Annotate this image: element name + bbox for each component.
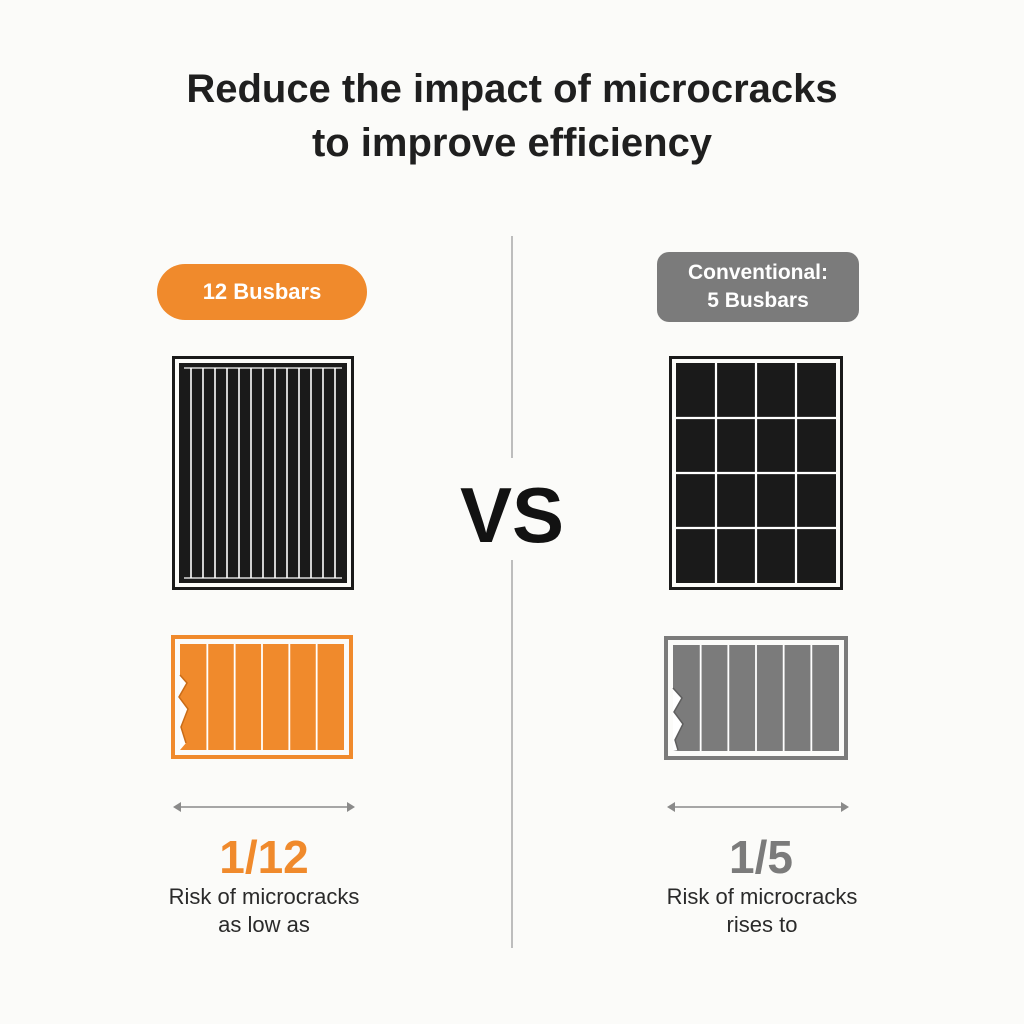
risk-caption-right-line1: Risk of microcracks xyxy=(666,884,858,909)
title-line-2: to improve efficiency xyxy=(311,121,713,165)
risk-caption-left-line1: Risk of microcracks xyxy=(168,884,360,909)
cracked-cell-12-busbars xyxy=(171,635,353,759)
solar-panel-12-busbars xyxy=(172,356,354,590)
panel-frame xyxy=(172,356,354,590)
cell-frame xyxy=(171,635,353,759)
title-line-1: Reduce the impact of microcracks xyxy=(186,67,838,111)
cell-divider-lines xyxy=(206,644,318,750)
cell-divider-lines xyxy=(699,645,813,751)
width-arrow-left xyxy=(173,802,355,812)
risk-caption-right: Risk of microcracks rises to xyxy=(612,883,912,939)
microcrack-icon xyxy=(179,675,188,750)
center-divider-top xyxy=(511,236,513,458)
badge-conventional-line1: Conventional: xyxy=(688,261,828,284)
cell-frame xyxy=(664,636,848,760)
busbar-lines xyxy=(184,367,342,579)
cracked-cell-5-busbars xyxy=(664,636,848,760)
center-divider-bottom xyxy=(511,560,513,948)
badge-conventional-5-busbars: Conventional: 5 Busbars xyxy=(657,252,859,322)
width-arrow-right xyxy=(667,802,849,812)
badge-12-busbars: 12 Busbars xyxy=(157,264,367,320)
risk-ratio-right: 1/5 xyxy=(729,831,793,883)
microcrack-outline xyxy=(672,687,684,751)
risk-caption-right-line2: rises to xyxy=(726,912,798,937)
risk-ratio-left: 1/12 xyxy=(219,831,309,883)
cell-grid-lines xyxy=(676,363,836,583)
badge-conventional-line2: 5 Busbars xyxy=(707,289,809,312)
panel-frame xyxy=(669,356,843,590)
risk-caption-left: Risk of microcracks as low as xyxy=(114,883,414,939)
solar-panel-5-busbars xyxy=(669,356,843,590)
vs-label: VS xyxy=(432,470,592,560)
risk-caption-left-line2: as low as xyxy=(218,912,310,937)
badge-12-busbars-label: 12 Busbars xyxy=(202,279,322,304)
microcrack-outline xyxy=(178,674,189,744)
microcrack-icon xyxy=(673,688,683,751)
page-title: Reduce the impact of microcracks to impr… xyxy=(0,62,1024,170)
